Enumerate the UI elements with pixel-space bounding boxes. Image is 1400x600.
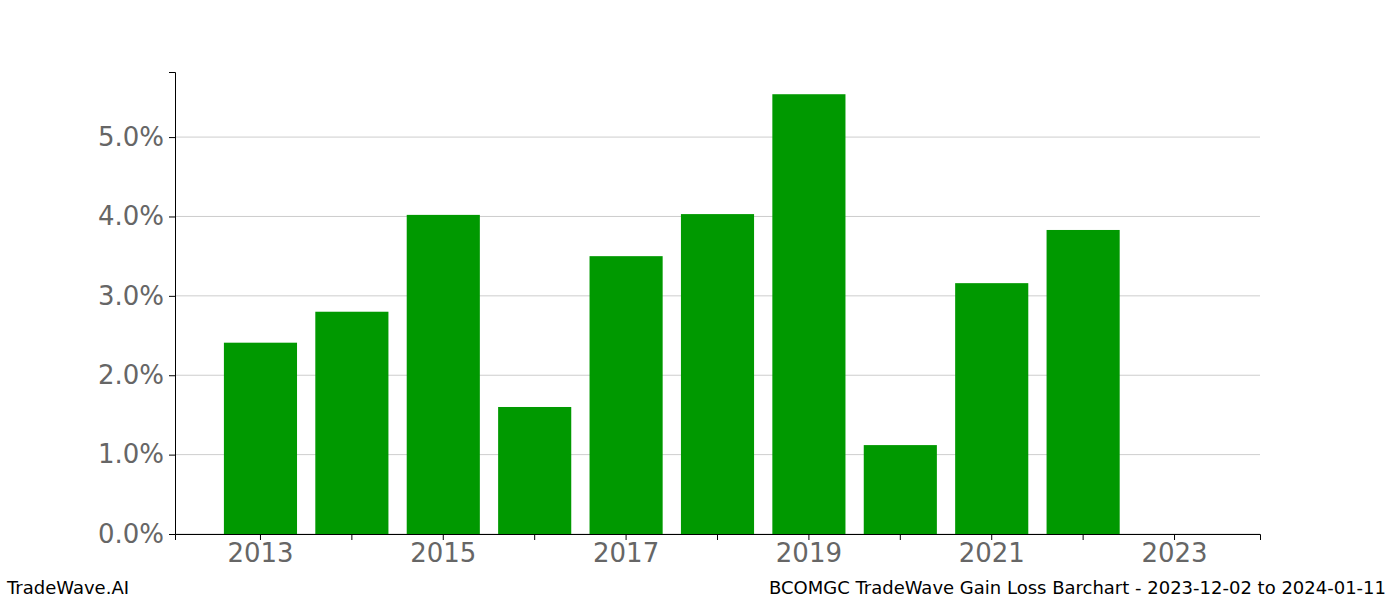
y-tick: 2.0% <box>98 360 175 390</box>
x-tick-label: 2019 <box>776 538 842 568</box>
x-tick-label: 2021 <box>959 538 1025 568</box>
y-tick-label: 1.0% <box>98 439 164 469</box>
y-tick-label: 0.0% <box>98 519 164 549</box>
x-tick-mark <box>1083 534 1084 540</box>
x-tick <box>717 534 718 540</box>
title: BCOMGC TradeWave Gain Loss Barchart - 20… <box>769 577 1386 598</box>
annotation: TradeWave.AI <box>6 577 129 598</box>
x-tick-label: 2023 <box>1141 538 1207 568</box>
x-tick <box>900 534 901 540</box>
grid-line <box>175 137 1260 138</box>
y-tick-mark <box>169 216 175 217</box>
y-tick-mark <box>169 375 175 376</box>
x-tick <box>351 534 352 540</box>
x-tick: 2021 <box>959 534 1025 568</box>
bar <box>955 283 1028 534</box>
bar <box>590 256 663 534</box>
bar <box>498 407 571 534</box>
x-tick-mark <box>717 534 718 540</box>
x-tick: 2019 <box>776 534 842 568</box>
bar <box>224 343 297 534</box>
x-axis: 2013 2015 2017 2019 2021 2023 <box>176 534 1261 568</box>
y-tick: 5.0% <box>98 122 175 152</box>
x-tick: 2017 <box>593 534 659 568</box>
chart: 0.0% 1.0% 2.0% 3.0% 4.0% 5.0% 2013 2015 2017 2019… <box>0 0 1400 600</box>
x-tick-label: 2017 <box>593 538 659 568</box>
y-axis: 0.0% 1.0% 2.0% 3.0% 4.0% 5.0% <box>98 73 176 549</box>
y-tick: 0.0% <box>98 519 175 549</box>
bar <box>1047 230 1120 534</box>
x-tick-mark <box>534 534 535 540</box>
x-tick-mark <box>351 534 352 540</box>
x-tick: 2013 <box>227 534 293 568</box>
x-tick-label: 2013 <box>227 538 293 568</box>
bar <box>407 215 480 534</box>
x-axis-line <box>176 535 1261 541</box>
x-tick-label: 2015 <box>410 538 476 568</box>
y-tick-mark <box>169 296 175 297</box>
y-tick-label: 3.0% <box>98 281 164 311</box>
y-tick: 3.0% <box>98 281 175 311</box>
y-tick-mark <box>169 137 175 138</box>
y-tick-label: 4.0% <box>98 201 164 231</box>
x-tick <box>1083 534 1084 540</box>
y-tick-mark <box>169 455 175 456</box>
y-tick: 1.0% <box>98 439 175 469</box>
bar <box>681 214 754 534</box>
grid <box>175 137 1260 534</box>
bar <box>772 94 845 534</box>
bar <box>864 445 937 534</box>
y-tick-label: 2.0% <box>98 360 164 390</box>
x-tick-mark <box>900 534 901 540</box>
y-axis-line <box>169 73 176 535</box>
bars <box>224 94 1120 534</box>
y-tick: 4.0% <box>98 201 175 231</box>
y-tick-label: 5.0% <box>98 122 164 152</box>
x-tick <box>534 534 535 540</box>
bar <box>315 312 388 534</box>
y-tick-mark <box>169 534 175 535</box>
x-tick: 2015 <box>410 534 476 568</box>
x-tick: 2023 <box>1141 534 1207 568</box>
